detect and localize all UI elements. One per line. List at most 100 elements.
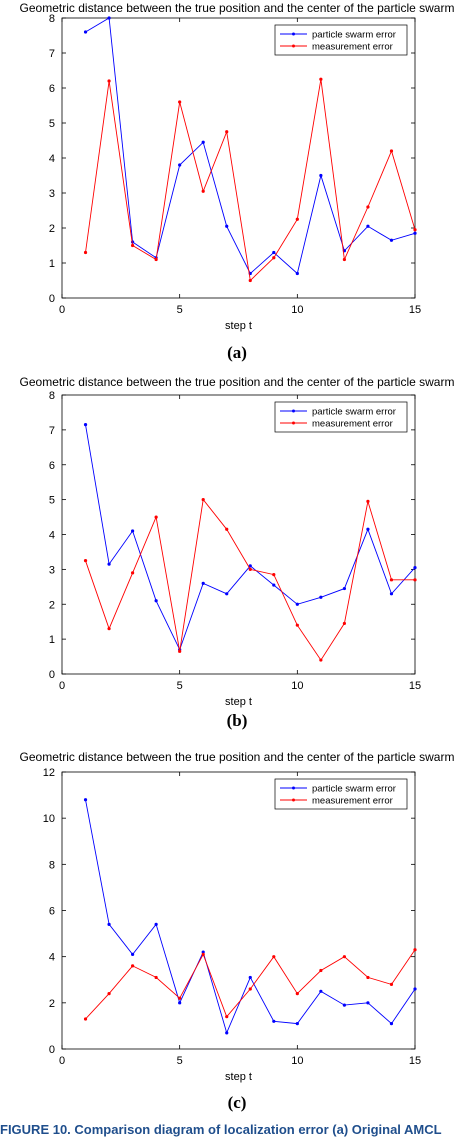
y-tick-label: 12 (43, 767, 55, 779)
data-point-measurement-error (248, 278, 252, 283)
y-tick-label: 3 (49, 564, 55, 576)
data-point-particle-swarm-error (389, 592, 394, 596)
data-point-particle-swarm-error (295, 1022, 299, 1026)
data-point-measurement-error (366, 499, 370, 503)
data-point-measurement-error (107, 627, 111, 631)
data-point-measurement-error (272, 256, 276, 260)
data-point-measurement-error (413, 578, 417, 582)
data-point-measurement-error (295, 217, 299, 221)
data-point-measurement-error (342, 257, 346, 262)
y-tick-label: 0 (49, 669, 55, 681)
data-point-particle-swarm-error (225, 592, 229, 596)
data-point-particle-swarm-error (225, 1031, 229, 1035)
y-tick-label: 8 (49, 13, 55, 25)
legend-marker-measurement-error (292, 421, 295, 425)
data-point-measurement-error (342, 955, 346, 959)
legend-marker-measurement-error (292, 44, 295, 48)
data-point-particle-swarm-error (178, 163, 182, 167)
data-point-particle-swarm-error (131, 952, 135, 956)
y-tick-label: 3 (49, 188, 55, 200)
x-tick-label: 15 (409, 304, 421, 316)
data-point-measurement-error (201, 952, 205, 956)
data-point-measurement-error (178, 996, 182, 1000)
data-point-particle-swarm-error (272, 250, 276, 255)
panel-label: (c) (227, 1093, 247, 1112)
x-tick-label: 15 (409, 680, 421, 692)
data-point-measurement-error (83, 559, 88, 563)
data-point-particle-swarm-error (342, 1003, 346, 1007)
data-point-particle-swarm-error (131, 529, 135, 533)
data-point-particle-swarm-error (107, 922, 111, 926)
data-point-measurement-error (83, 250, 88, 255)
data-point-particle-swarm-error (366, 1001, 370, 1005)
y-tick-label: 6 (49, 460, 55, 472)
y-tick-label: 4 (49, 952, 55, 964)
x-axis-label: step t (225, 1071, 252, 1083)
y-tick-label: 1 (49, 634, 55, 646)
data-point-measurement-error (154, 975, 158, 980)
legend-marker-particle-swarm-error (292, 409, 295, 413)
chart-panel-c: Geometric distance between the true posi… (0, 740, 474, 1122)
x-axis-label: step t (225, 320, 252, 332)
y-tick-label: 7 (49, 425, 55, 437)
y-tick-label: 2 (49, 223, 55, 235)
x-tick-label: 5 (177, 304, 183, 316)
data-point-measurement-error (319, 77, 323, 81)
data-point-particle-swarm-error (83, 30, 88, 34)
data-point-particle-swarm-error (248, 975, 252, 980)
data-point-particle-swarm-error (248, 564, 252, 568)
data-point-particle-swarm-error (295, 271, 299, 276)
data-point-measurement-error (225, 1015, 229, 1019)
legend-marker-particle-swarm-error (292, 32, 295, 36)
chart-title: Geometric distance between the true posi… (19, 375, 455, 389)
data-point-measurement-error (389, 578, 394, 582)
y-tick-label: 5 (49, 118, 55, 130)
data-point-measurement-error (389, 149, 394, 153)
line-chart-a: 0 1 2 3 4 5 6 7 8 0 5 10 15 step t particle swarm erro… (49, 13, 421, 332)
y-tick-label: 1 (49, 258, 55, 270)
data-point-particle-swarm-error (154, 922, 158, 926)
y-tick-label: 8 (49, 859, 55, 871)
data-point-measurement-error (413, 948, 417, 952)
data-point-particle-swarm-error (366, 527, 370, 531)
plot-area (61, 17, 416, 299)
y-tick-label: 7 (49, 48, 55, 60)
legend-label: particle swarm error (312, 30, 396, 41)
y-tick-label: 10 (43, 813, 55, 825)
data-point-particle-swarm-error (295, 602, 299, 606)
data-point-particle-swarm-error (272, 1019, 276, 1023)
data-point-measurement-error (225, 130, 229, 134)
data-point-particle-swarm-error (389, 1022, 394, 1026)
x-tick-label: 0 (59, 304, 65, 316)
data-point-measurement-error (225, 527, 229, 531)
data-point-particle-swarm-error (413, 987, 417, 991)
data-point-measurement-error (319, 968, 323, 973)
data-point-measurement-error (107, 79, 111, 83)
data-point-particle-swarm-error (319, 173, 323, 178)
data-point-measurement-error (272, 573, 276, 577)
y-tick-label: 0 (49, 1044, 55, 1056)
x-tick-label: 0 (59, 680, 65, 692)
chart-panel-a: Geometric distance between the true posi… (0, 0, 474, 365)
data-point-measurement-error (272, 955, 276, 959)
chart-title: Geometric distance between the true posi… (19, 750, 455, 764)
legend-label: measurement error (312, 42, 393, 53)
data-point-measurement-error (178, 649, 182, 653)
data-point-measurement-error (131, 571, 135, 575)
data-point-measurement-error (295, 623, 299, 627)
data-point-measurement-error (83, 1017, 88, 1021)
data-point-particle-swarm-error (413, 566, 417, 570)
legend-label: measurement error (312, 796, 393, 807)
data-point-measurement-error (248, 567, 252, 571)
y-tick-label: 6 (49, 83, 55, 95)
legend-box (274, 24, 408, 56)
chart-panel-b: Geometric distance between the true posi… (0, 366, 474, 736)
data-point-measurement-error (389, 982, 394, 986)
y-tick-label: 8 (49, 390, 55, 402)
data-point-particle-swarm-error (389, 238, 394, 242)
chart-title: Geometric distance between the true posi… (19, 1, 455, 15)
data-point-measurement-error (131, 243, 135, 248)
data-point-measurement-error (295, 992, 299, 996)
data-point-particle-swarm-error (107, 16, 111, 20)
data-point-particle-swarm-error (319, 989, 323, 993)
